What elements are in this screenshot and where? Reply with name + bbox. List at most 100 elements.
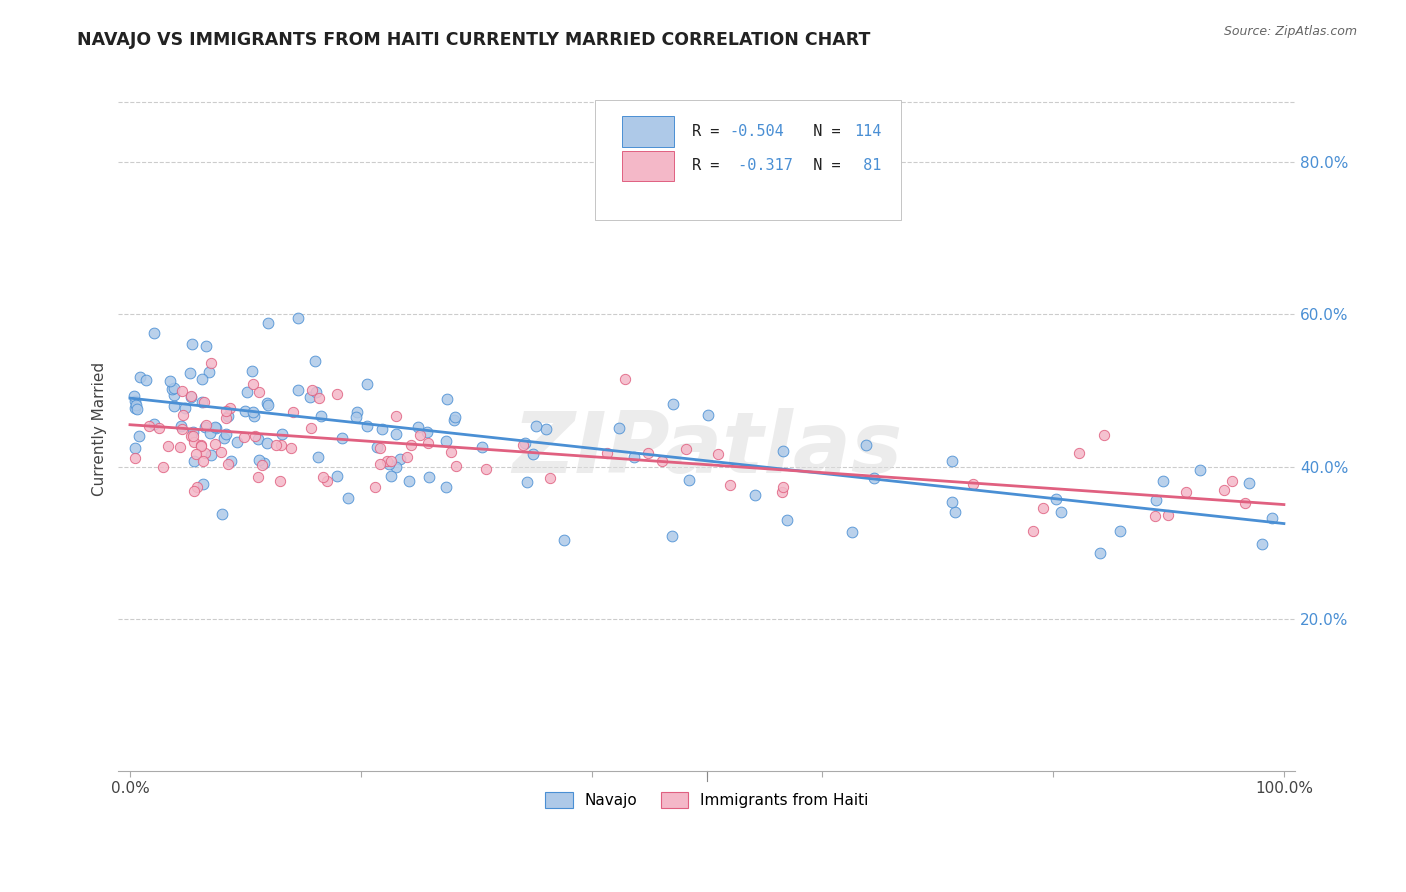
Point: [160, 382, 183, 396]
Point: [1092, 428, 1115, 442]
Point: [406, 420, 429, 434]
Point: [375, 453, 398, 467]
Text: R =: R =: [692, 124, 728, 139]
Point: [346, 405, 368, 419]
Point: [152, 460, 174, 475]
Point: [1108, 524, 1130, 538]
Point: [623, 450, 645, 465]
Point: [298, 390, 321, 404]
Point: [242, 376, 264, 391]
Point: [257, 316, 280, 330]
Point: [436, 392, 458, 406]
Point: [304, 354, 326, 368]
Point: [678, 473, 700, 487]
Point: [219, 454, 242, 468]
Point: [183, 428, 205, 442]
Point: [211, 507, 233, 521]
Point: [325, 468, 347, 483]
Point: [194, 420, 217, 434]
Point: [1050, 505, 1073, 519]
Point: [148, 421, 170, 435]
Point: [195, 417, 218, 432]
Point: [280, 441, 302, 455]
Point: [287, 311, 309, 326]
Point: [122, 389, 145, 403]
Point: [474, 462, 496, 476]
Point: [217, 457, 239, 471]
Point: [252, 458, 274, 473]
Text: N =: N =: [796, 158, 851, 173]
Point: [409, 427, 432, 442]
Text: R =: R =: [692, 158, 728, 173]
Point: [301, 383, 323, 397]
Point: [217, 409, 239, 423]
Point: [191, 454, 214, 468]
Point: [124, 451, 146, 466]
Point: [287, 383, 309, 397]
Point: [256, 395, 278, 409]
Point: [129, 370, 152, 384]
Point: [307, 450, 329, 464]
Point: [389, 451, 412, 466]
Point: [744, 487, 766, 501]
FancyBboxPatch shape: [623, 151, 673, 181]
Point: [440, 445, 463, 459]
Point: [181, 425, 204, 439]
Point: [249, 452, 271, 467]
Point: [326, 387, 349, 401]
Point: [191, 394, 214, 409]
Point: [941, 453, 963, 467]
Point: [193, 477, 215, 491]
Point: [776, 513, 799, 527]
Point: [256, 436, 278, 450]
Point: [1152, 475, 1174, 489]
Point: [516, 475, 538, 489]
Point: [1143, 508, 1166, 523]
Point: [718, 477, 741, 491]
Point: [1188, 462, 1211, 476]
Point: [378, 458, 401, 472]
Point: [215, 404, 238, 418]
Point: [219, 401, 242, 416]
Point: [269, 474, 291, 488]
Point: [380, 468, 402, 483]
Point: [204, 437, 226, 451]
Point: [416, 425, 439, 439]
Point: [311, 470, 333, 484]
Point: [1022, 524, 1045, 538]
Point: [142, 417, 165, 432]
Point: [1220, 474, 1243, 488]
Y-axis label: Currently Married: Currently Married: [93, 361, 107, 496]
Point: [305, 384, 328, 399]
Point: [138, 419, 160, 434]
Point: [212, 431, 235, 445]
Point: [368, 458, 391, 472]
Point: [198, 365, 221, 379]
Point: [252, 456, 274, 470]
Point: [204, 421, 226, 435]
Point: [200, 355, 222, 369]
Point: [124, 398, 146, 412]
Point: [398, 474, 420, 488]
Point: [434, 434, 457, 448]
Point: [240, 364, 263, 378]
Point: [135, 373, 157, 387]
Point: [855, 438, 877, 452]
Point: [524, 418, 547, 433]
Point: [200, 425, 222, 440]
Point: [416, 436, 439, 450]
Point: [366, 441, 388, 455]
Point: [396, 450, 419, 464]
Point: [363, 480, 385, 494]
Point: [180, 429, 202, 443]
Point: [193, 395, 215, 409]
Point: [204, 420, 226, 434]
Point: [172, 422, 194, 436]
Point: [356, 376, 378, 391]
Point: [613, 371, 636, 385]
Point: [512, 438, 534, 452]
Text: -0.504: -0.504: [730, 124, 785, 139]
Point: [522, 447, 544, 461]
Point: [232, 430, 254, 444]
Point: [233, 404, 256, 418]
